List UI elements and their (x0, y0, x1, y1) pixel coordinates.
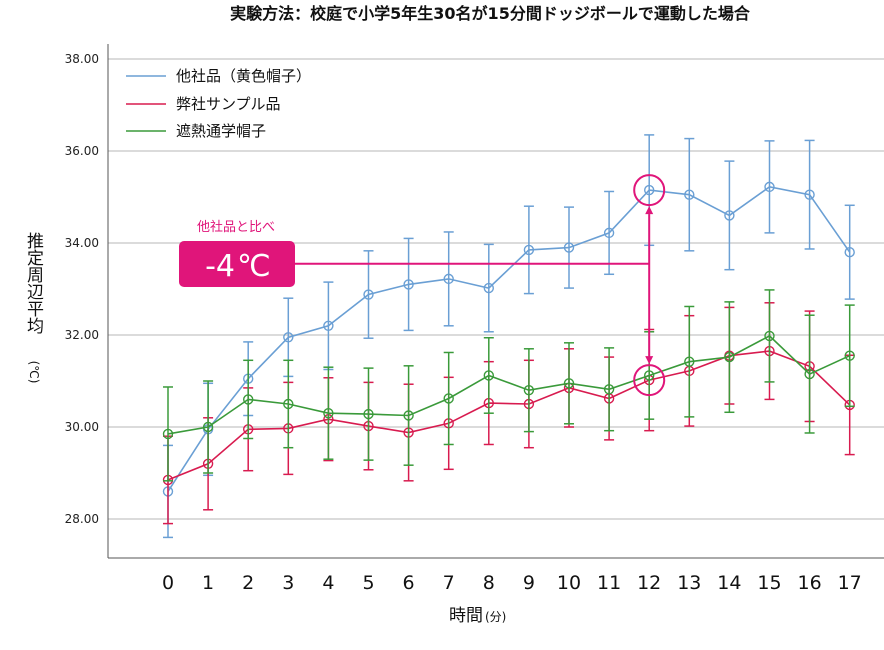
x-tick-label-16: 16 (798, 572, 822, 594)
data-point-2-8 (483, 370, 494, 381)
data-point-2-3 (283, 398, 294, 410)
data-point-0-7 (443, 273, 454, 285)
x-tick-label-8: 8 (483, 572, 495, 594)
y-tick-label-0: 28.00 (65, 512, 99, 526)
x-tick-label-10: 10 (557, 572, 581, 594)
data-point-0-14 (724, 210, 735, 221)
legend-label-1: 弊社サンプル品 (176, 95, 281, 113)
data-series (162, 134, 855, 539)
annotation-box-value: -4 (205, 249, 235, 284)
x-axis-unit: (分) (485, 610, 506, 624)
y-axis-unit: (℃) (27, 361, 41, 384)
data-point-2-4 (323, 408, 334, 419)
x-tick-label-4: 4 (322, 572, 334, 594)
x-tick-label-7: 7 (443, 572, 455, 594)
y-tick-label-5: 38.00 (65, 52, 99, 66)
data-point-0-8 (483, 282, 494, 294)
y-tick-label-4: 36.00 (65, 144, 99, 158)
data-point-2-7 (443, 393, 454, 404)
data-point-0-5 (363, 289, 374, 300)
x-tick-label-5: 5 (362, 572, 374, 594)
x-tick-label-2: 2 (242, 572, 254, 594)
annotation-box-unit: ℃ (237, 249, 271, 284)
legend-label-2: 遮熱通学帽子 (176, 122, 266, 140)
x-tick-label-15: 15 (757, 572, 781, 594)
x-tick-label-13: 13 (677, 572, 701, 594)
series-line-0 (167, 186, 851, 492)
plot-area (108, 44, 884, 558)
data-point-2-0 (162, 428, 174, 440)
data-point-2-1 (202, 421, 214, 433)
data-point-0-15 (764, 181, 775, 193)
legend-label-0: 他社品（黄色帽子） (176, 67, 311, 85)
x-tick-label-6: 6 (403, 572, 415, 594)
x-tick-label-3: 3 (282, 572, 294, 594)
data-point-2-11 (603, 384, 615, 395)
data-point-2-6 (403, 410, 414, 421)
y-tick-label-2: 32.00 (65, 328, 99, 342)
highlight-circle-top (633, 174, 666, 207)
annotation-arrowhead-top (645, 206, 654, 215)
y-axis-label: 推定周辺平均 (23, 232, 44, 335)
data-point-0-3 (283, 332, 294, 343)
data-point-0-17 (844, 246, 855, 258)
annotation: 他社品と比べ -4 ℃ (179, 174, 666, 397)
y-tick-labels: 28.00 30.00 32.00 34.00 36.00 38.00 (65, 52, 99, 526)
data-point-2-9 (523, 385, 535, 396)
data-point-0-10 (563, 242, 575, 253)
annotation-label: 他社品と比べ (197, 219, 275, 235)
data-point-2-17 (844, 350, 855, 361)
x-tick-label-9: 9 (523, 572, 535, 594)
data-point-2-15 (764, 330, 775, 342)
data-point-2-10 (563, 378, 575, 389)
highlight-circle-bottom (633, 364, 666, 397)
data-point-2-14 (724, 351, 735, 363)
x-tick-label-17: 17 (838, 572, 862, 594)
data-point-2-13 (684, 356, 695, 367)
series-line-2 (167, 334, 851, 435)
y-tick-label-3: 34.00 (65, 236, 99, 250)
legend: 他社品（黄色帽子） 弊社サンプル品 遮熱通学帽子 (126, 67, 311, 140)
annotation-box (179, 241, 295, 287)
data-point-2-2 (242, 394, 254, 405)
data-point-2-12 (644, 370, 655, 381)
x-tick-label-0: 0 (162, 572, 174, 594)
data-point-0-16 (804, 189, 815, 200)
x-tick-label-11: 11 (597, 572, 621, 594)
series-line-1 (167, 350, 851, 481)
annotation-arrowhead-bottom (645, 356, 654, 365)
data-point-0-4 (323, 320, 334, 331)
x-tick-label-1: 1 (202, 572, 214, 594)
data-point-0-9 (523, 244, 535, 256)
data-point-0-6 (403, 279, 414, 290)
data-point-2-16 (804, 368, 815, 380)
x-tick-label-14: 14 (717, 572, 741, 594)
data-point-0-11 (603, 227, 615, 239)
x-tick-labels: 0 1 2 3 4 5 6 7 8 9 10 11 12 13 14 15 16 17 (162, 572, 862, 594)
y-tick-label-1: 30.00 (65, 420, 99, 434)
chart-title: 実験方法：校庭で小学5年生30名が15分間ドッジボールで運動した場合 (230, 4, 751, 23)
data-point-2-5 (363, 408, 374, 420)
x-axis-label: 時間 (449, 606, 483, 626)
series-2 (162, 289, 855, 482)
x-tick-label-12: 12 (637, 572, 661, 594)
data-point-0-13 (684, 189, 695, 200)
data-point-0-12 (644, 184, 655, 196)
